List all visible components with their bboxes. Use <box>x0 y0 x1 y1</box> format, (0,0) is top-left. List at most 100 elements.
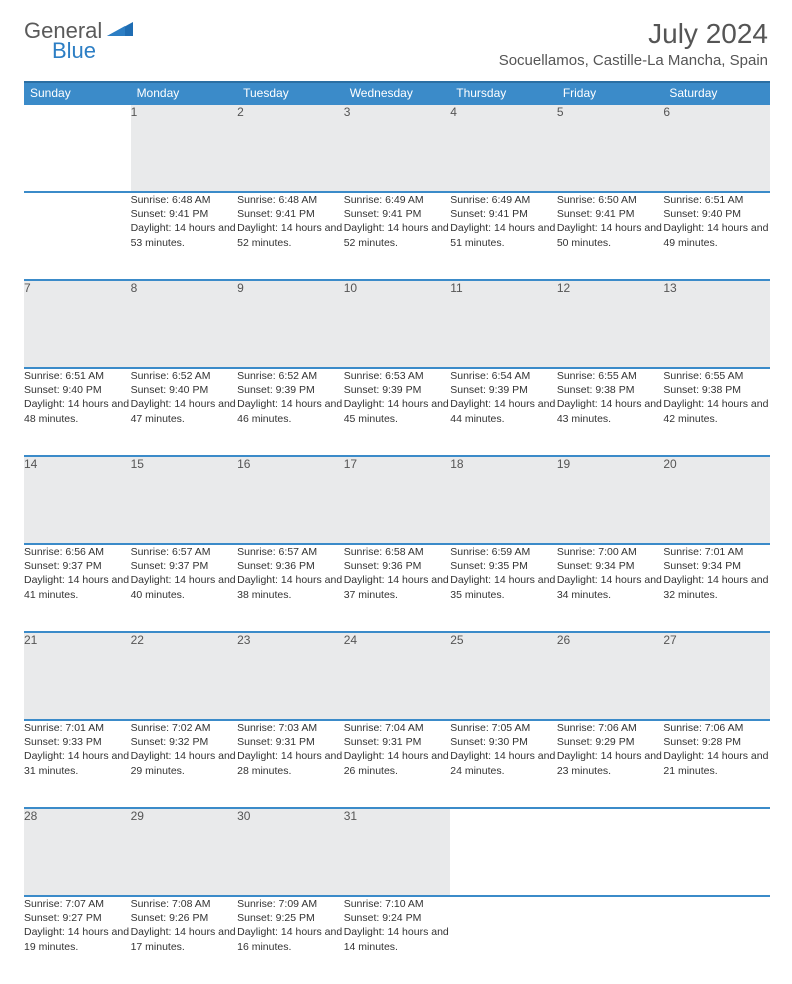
sunrise-text: Sunrise: 7:03 AM <box>237 721 344 735</box>
day-detail-cell: Sunrise: 6:58 AMSunset: 9:36 PMDaylight:… <box>344 544 451 632</box>
sunrise-text: Sunrise: 7:06 AM <box>663 721 770 735</box>
sunrise-text: Sunrise: 6:55 AM <box>557 369 664 383</box>
day-detail-cell: Sunrise: 6:55 AMSunset: 9:38 PMDaylight:… <box>663 368 770 456</box>
sunset-text: Sunset: 9:40 PM <box>131 383 238 397</box>
day-number-cell: 7 <box>24 280 131 368</box>
day-detail-cell: Sunrise: 6:59 AMSunset: 9:35 PMDaylight:… <box>450 544 557 632</box>
sunset-text: Sunset: 9:31 PM <box>344 735 451 749</box>
day-detail-cell: Sunrise: 6:57 AMSunset: 9:36 PMDaylight:… <box>237 544 344 632</box>
day-number-cell: 2 <box>237 104 344 192</box>
sunset-text: Sunset: 9:29 PM <box>557 735 664 749</box>
weekday-header: Monday <box>131 82 238 104</box>
weekday-header: Thursday <box>450 82 557 104</box>
daylight-text: Daylight: 14 hours and 46 minutes. <box>237 397 344 425</box>
day-number-cell: 14 <box>24 456 131 544</box>
sunrise-text: Sunrise: 7:06 AM <box>557 721 664 735</box>
day-detail-cell: Sunrise: 6:55 AMSunset: 9:38 PMDaylight:… <box>557 368 664 456</box>
daylight-text: Daylight: 14 hours and 50 minutes. <box>557 221 664 249</box>
day-detail-cell: Sunrise: 7:04 AMSunset: 9:31 PMDaylight:… <box>344 720 451 808</box>
calendar-table: Sunday Monday Tuesday Wednesday Thursday… <box>24 81 770 984</box>
day-number-cell: 5 <box>557 104 664 192</box>
daylight-text: Daylight: 14 hours and 23 minutes. <box>557 749 664 777</box>
day-detail-cell: Sunrise: 6:50 AMSunset: 9:41 PMDaylight:… <box>557 192 664 280</box>
sunset-text: Sunset: 9:35 PM <box>450 559 557 573</box>
daylight-text: Daylight: 14 hours and 42 minutes. <box>663 397 770 425</box>
day-number-cell <box>24 104 131 192</box>
day-detail-cell: Sunrise: 7:05 AMSunset: 9:30 PMDaylight:… <box>450 720 557 808</box>
sunset-text: Sunset: 9:28 PM <box>663 735 770 749</box>
day-number-cell: 29 <box>131 808 238 896</box>
sunrise-text: Sunrise: 6:54 AM <box>450 369 557 383</box>
day-detail-cell: Sunrise: 7:07 AMSunset: 9:27 PMDaylight:… <box>24 896 131 984</box>
day-detail-cell: Sunrise: 7:09 AMSunset: 9:25 PMDaylight:… <box>237 896 344 984</box>
weekday-header: Wednesday <box>344 82 451 104</box>
day-number-cell <box>663 808 770 896</box>
sunrise-text: Sunrise: 6:49 AM <box>344 193 451 207</box>
sunrise-text: Sunrise: 6:51 AM <box>663 193 770 207</box>
sunset-text: Sunset: 9:26 PM <box>131 911 238 925</box>
sunset-text: Sunset: 9:33 PM <box>24 735 131 749</box>
day-number-cell: 13 <box>663 280 770 368</box>
sunset-text: Sunset: 9:32 PM <box>131 735 238 749</box>
daylight-text: Daylight: 14 hours and 35 minutes. <box>450 573 557 601</box>
month-title: July 2024 <box>499 18 768 50</box>
sunset-text: Sunset: 9:36 PM <box>237 559 344 573</box>
day-detail-cell <box>450 896 557 984</box>
title-block: July 2024 Socuellamos, Castille-La Manch… <box>499 18 768 69</box>
sunrise-text: Sunrise: 7:02 AM <box>131 721 238 735</box>
day-number-row: 78910111213 <box>24 280 770 368</box>
day-number-cell: 21 <box>24 632 131 720</box>
sunset-text: Sunset: 9:39 PM <box>450 383 557 397</box>
sunrise-text: Sunrise: 7:01 AM <box>663 545 770 559</box>
day-detail-cell: Sunrise: 7:00 AMSunset: 9:34 PMDaylight:… <box>557 544 664 632</box>
sunset-text: Sunset: 9:38 PM <box>663 383 770 397</box>
daylight-text: Daylight: 14 hours and 16 minutes. <box>237 925 344 953</box>
sunset-text: Sunset: 9:41 PM <box>450 207 557 221</box>
daylight-text: Daylight: 14 hours and 51 minutes. <box>450 221 557 249</box>
sunrise-text: Sunrise: 7:09 AM <box>237 897 344 911</box>
day-number-cell: 15 <box>131 456 238 544</box>
sunrise-text: Sunrise: 6:57 AM <box>237 545 344 559</box>
daylight-text: Daylight: 14 hours and 21 minutes. <box>663 749 770 777</box>
day-number-cell: 28 <box>24 808 131 896</box>
day-number-cell: 3 <box>344 104 451 192</box>
sunset-text: Sunset: 9:40 PM <box>24 383 131 397</box>
day-detail-cell: Sunrise: 6:54 AMSunset: 9:39 PMDaylight:… <box>450 368 557 456</box>
daylight-text: Daylight: 14 hours and 29 minutes. <box>131 749 238 777</box>
day-number-cell: 11 <box>450 280 557 368</box>
daylight-text: Daylight: 14 hours and 24 minutes. <box>450 749 557 777</box>
daylight-text: Daylight: 14 hours and 47 minutes. <box>131 397 238 425</box>
daylight-text: Daylight: 14 hours and 38 minutes. <box>237 573 344 601</box>
sunset-text: Sunset: 9:25 PM <box>237 911 344 925</box>
daylight-text: Daylight: 14 hours and 40 minutes. <box>131 573 238 601</box>
daylight-text: Daylight: 14 hours and 37 minutes. <box>344 573 451 601</box>
day-detail-cell: Sunrise: 6:52 AMSunset: 9:39 PMDaylight:… <box>237 368 344 456</box>
day-number-cell: 23 <box>237 632 344 720</box>
daylight-text: Daylight: 14 hours and 52 minutes. <box>344 221 451 249</box>
logo: General Blue <box>24 18 133 64</box>
day-detail-cell: Sunrise: 7:02 AMSunset: 9:32 PMDaylight:… <box>131 720 238 808</box>
day-number-cell: 17 <box>344 456 451 544</box>
daylight-text: Daylight: 14 hours and 17 minutes. <box>131 925 238 953</box>
sunrise-text: Sunrise: 6:52 AM <box>131 369 238 383</box>
sunset-text: Sunset: 9:38 PM <box>557 383 664 397</box>
sunset-text: Sunset: 9:24 PM <box>344 911 451 925</box>
sunrise-text: Sunrise: 6:51 AM <box>24 369 131 383</box>
sunset-text: Sunset: 9:30 PM <box>450 735 557 749</box>
daylight-text: Daylight: 14 hours and 49 minutes. <box>663 221 770 249</box>
day-number-cell: 10 <box>344 280 451 368</box>
sunset-text: Sunset: 9:40 PM <box>663 207 770 221</box>
sunrise-text: Sunrise: 6:48 AM <box>237 193 344 207</box>
sunset-text: Sunset: 9:34 PM <box>663 559 770 573</box>
sunset-text: Sunset: 9:27 PM <box>24 911 131 925</box>
daylight-text: Daylight: 14 hours and 19 minutes. <box>24 925 131 953</box>
sunset-text: Sunset: 9:41 PM <box>131 207 238 221</box>
day-detail-cell: Sunrise: 6:49 AMSunset: 9:41 PMDaylight:… <box>344 192 451 280</box>
day-number-row: 28293031 <box>24 808 770 896</box>
sunset-text: Sunset: 9:37 PM <box>24 559 131 573</box>
day-detail-cell: Sunrise: 7:08 AMSunset: 9:26 PMDaylight:… <box>131 896 238 984</box>
day-number-row: 123456 <box>24 104 770 192</box>
day-detail-cell: Sunrise: 7:01 AMSunset: 9:33 PMDaylight:… <box>24 720 131 808</box>
day-detail-cell <box>663 896 770 984</box>
sunrise-text: Sunrise: 7:04 AM <box>344 721 451 735</box>
